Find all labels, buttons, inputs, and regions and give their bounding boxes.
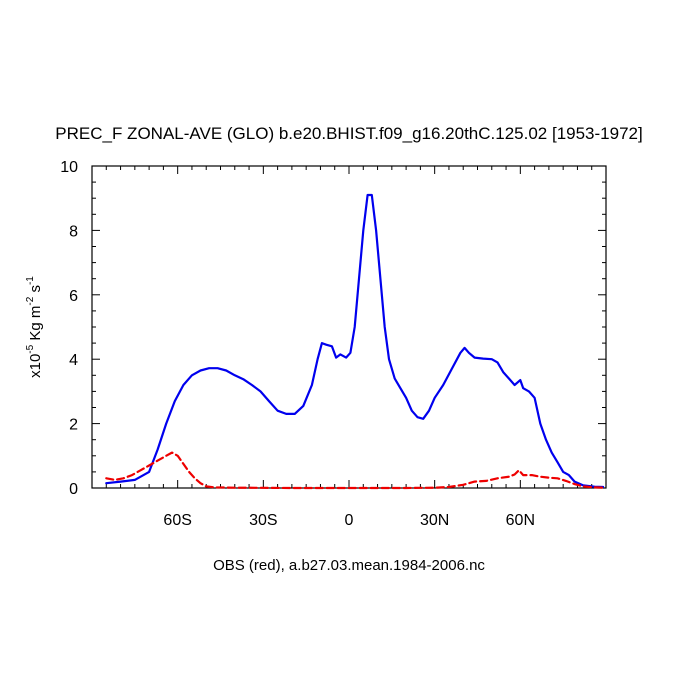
plot-frame	[91, 165, 607, 489]
x-tick-label-30S: 30S	[249, 512, 277, 529]
chart-title: PREC_F ZONAL-AVE (GLO) b.e20.BHIST.f09_g…	[55, 124, 642, 143]
x-tick-label-0: 0	[345, 512, 354, 529]
ylabel-mid: Kg m	[27, 306, 44, 345]
svg-text:x10-5 Kg m-2 s-1: x10-5 Kg m-2 s-1	[25, 276, 44, 378]
y-tick-label-10: 10	[60, 159, 78, 176]
series-line-obs	[105, 451, 605, 490]
series-line-model	[105, 193, 605, 489]
x-tick-label-60N: 60N	[506, 512, 535, 529]
ylabel-exp3: -1	[25, 276, 36, 285]
x-axis-label: OBS (red), a.b27.03.mean.1984-2006.nc	[213, 557, 485, 574]
plot-area: 0 2 4 6 8 10 60S 30S 0 30N 60N	[60, 159, 607, 529]
y-tick-label-2: 2	[69, 417, 78, 434]
x-tick-label-60S: 60S	[163, 512, 191, 529]
y-axis-label: x10-5 Kg m-2 s-1	[25, 276, 44, 378]
y-tick-label-6: 6	[69, 288, 78, 305]
ylabel-exp1: -5	[25, 344, 36, 353]
ylabel-exp2: -2	[25, 296, 36, 305]
x-tick-label-30N: 30N	[420, 512, 449, 529]
y-tick-label-8: 8	[69, 223, 78, 240]
ylabel-mid2: s	[27, 285, 44, 297]
y-tick-label-4: 4	[69, 352, 78, 369]
ylabel-prefix: x10	[27, 354, 44, 378]
y-tick-label-0: 0	[69, 481, 78, 498]
